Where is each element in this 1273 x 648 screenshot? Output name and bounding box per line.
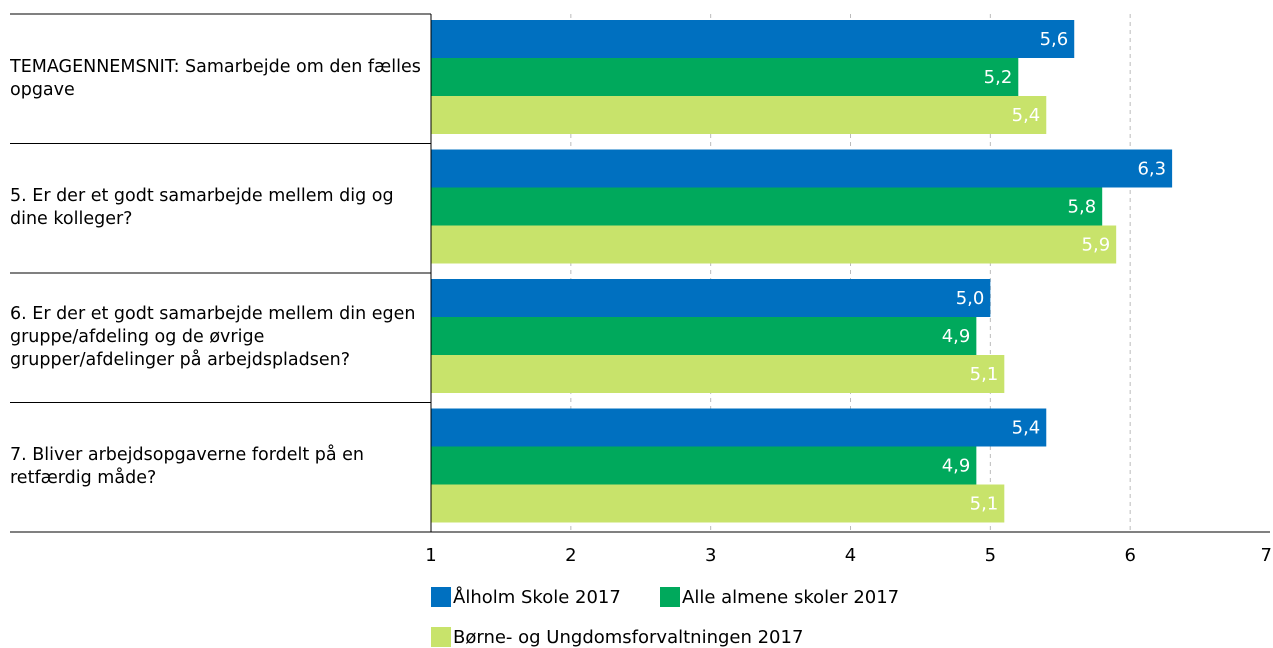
legend-label: Alle almene skoler 2017 (682, 587, 899, 608)
bar (431, 484, 1005, 523)
data-label: 5,9 (1082, 235, 1111, 256)
bar (431, 225, 1117, 264)
x-tick-label: 3 (705, 545, 716, 566)
legend-label: Børne- og Ungdomsforvaltningen 2017 (453, 627, 803, 648)
data-label: 4,9 (942, 326, 971, 347)
data-label: 5,1 (970, 494, 999, 515)
data-label: 5,1 (970, 364, 999, 385)
bar (431, 408, 1047, 447)
legend-swatch (431, 627, 451, 647)
y-tick-label: 7. Bliver arbejdsopgaverne fordelt på en… (10, 445, 364, 489)
data-label: 4,9 (942, 456, 971, 477)
y-tick-label: 5. Er der et godt samarbejde mellem dig … (10, 186, 394, 230)
data-label: 5,2 (984, 67, 1013, 88)
x-tick-label: 1 (425, 545, 436, 566)
data-label: 6,3 (1137, 159, 1166, 180)
bar (431, 446, 977, 485)
bar (431, 355, 1005, 393)
category-label-box: TEMAGENNEMSNIT: Samarbejde om den fælles… (10, 56, 421, 100)
category-label-box: 6. Er der et godt samarbejde mellem din … (10, 304, 416, 371)
legend-swatch (431, 587, 451, 607)
y-tick-label: 6. Er der et godt samarbejde mellem din … (10, 304, 416, 371)
x-tick-label: 5 (985, 545, 996, 566)
x-tick-label: 7 (1261, 545, 1272, 566)
legend-swatch (660, 587, 680, 607)
bar (431, 58, 1019, 96)
category-label-box: 7. Bliver arbejdsopgaverne fordelt på en… (10, 445, 364, 489)
bar (431, 149, 1173, 188)
data-label: 5,4 (1012, 105, 1041, 126)
bar (431, 317, 977, 355)
data-label: 5,0 (956, 288, 985, 309)
x-tick-label: 4 (845, 545, 856, 566)
x-tick-label: 6 (1124, 545, 1135, 566)
bar (431, 279, 991, 317)
legend-label: Ålholm Skole 2017 (453, 586, 621, 608)
bar (431, 20, 1075, 58)
data-label: 5,4 (1012, 418, 1041, 439)
bar (431, 96, 1047, 134)
data-label: 5,8 (1068, 197, 1097, 218)
category-label-box: 5. Er der et godt samarbejde mellem dig … (10, 186, 394, 230)
y-tick-label: TEMAGENNEMSNIT: Samarbejde om den fælles… (10, 56, 421, 100)
x-tick-label: 2 (565, 545, 576, 566)
bar (431, 187, 1103, 226)
data-label: 5,6 (1040, 29, 1069, 50)
